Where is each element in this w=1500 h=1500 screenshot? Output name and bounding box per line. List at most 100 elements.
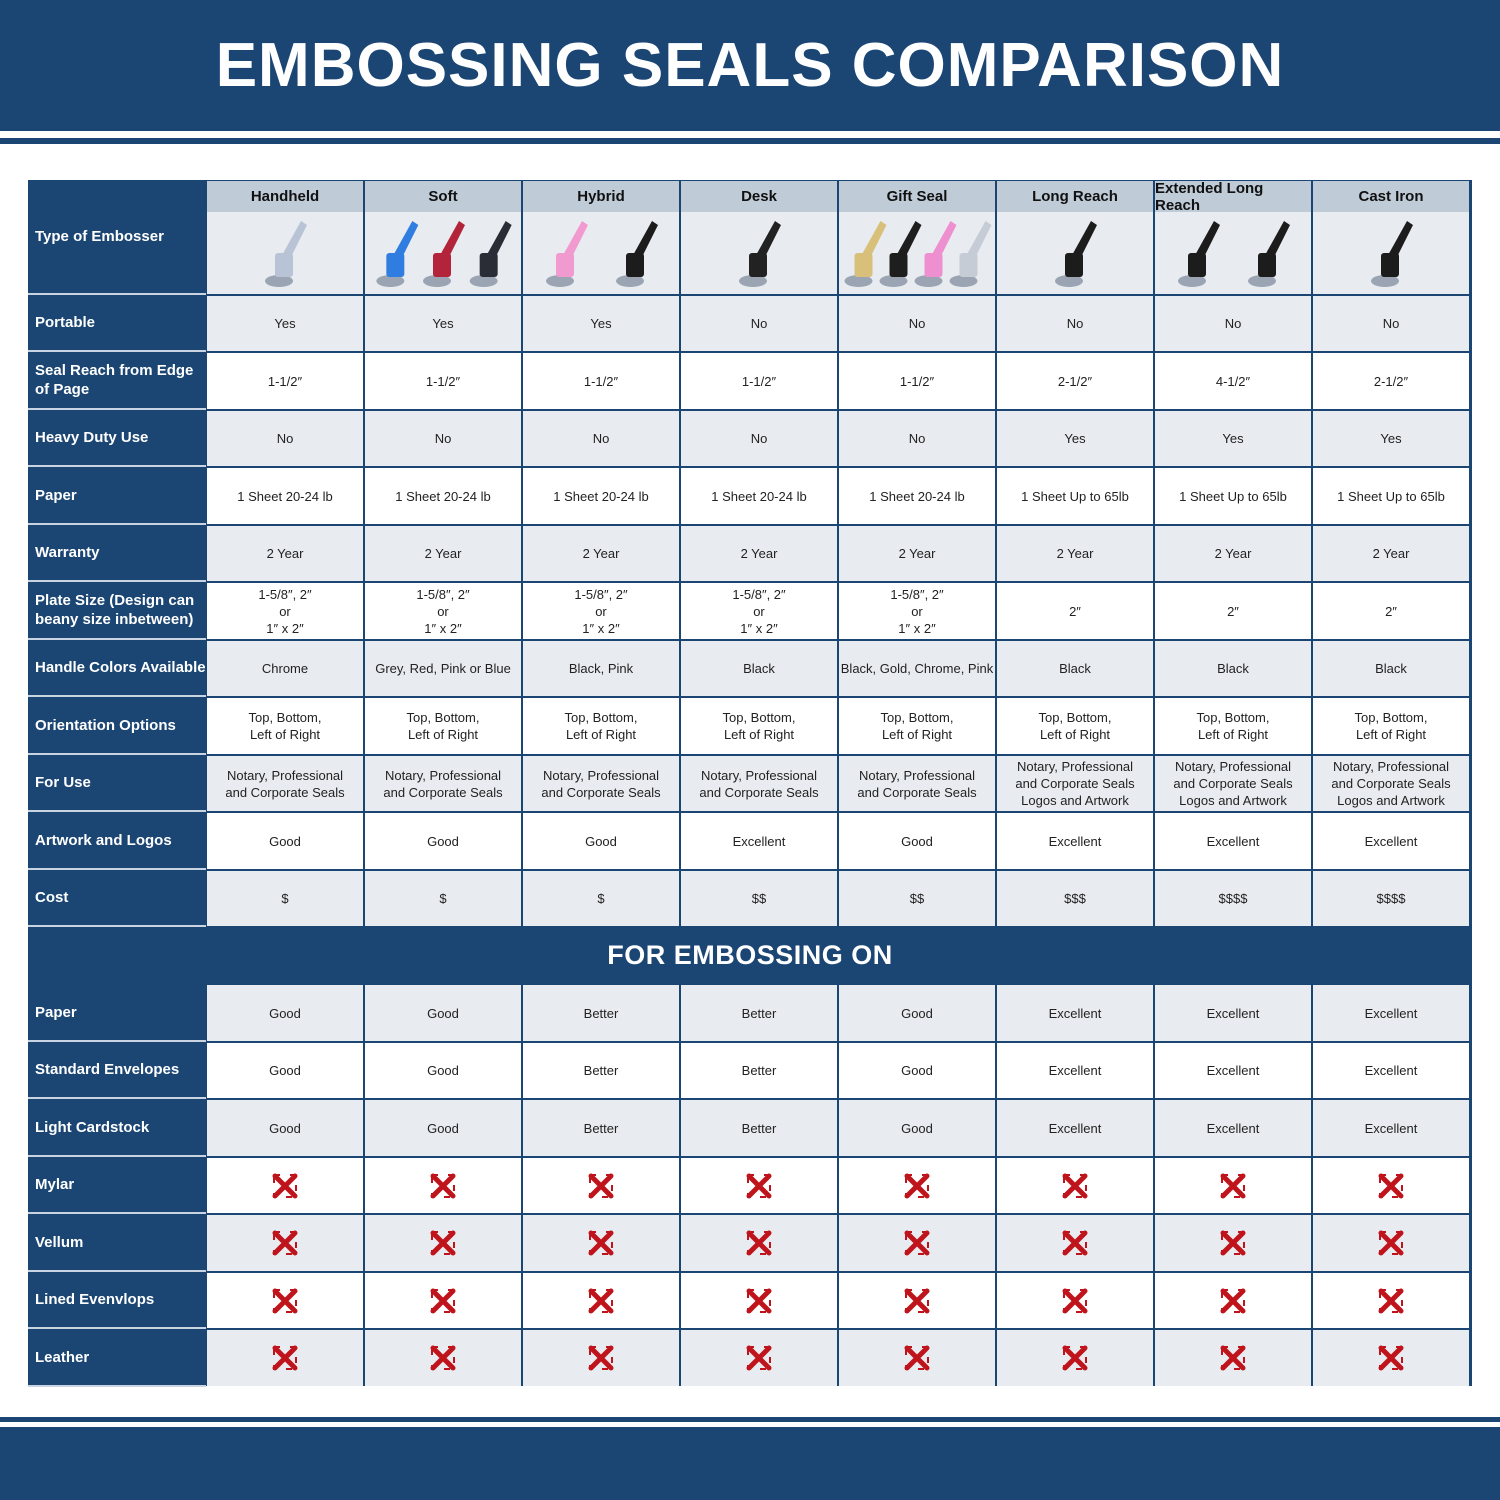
table-cell: No — [681, 411, 837, 466]
table-cell: 2 Year — [997, 526, 1153, 581]
table-cell: Black — [681, 641, 837, 696]
x-icon — [746, 1345, 772, 1371]
embosser-image — [423, 221, 465, 287]
x-icon — [1220, 1345, 1246, 1371]
table-cell: Yes — [1155, 411, 1311, 466]
column-header: Extended Long Reach — [1155, 180, 1311, 214]
table-cell: Notary, Professional and Corporate Seals — [207, 756, 363, 811]
embosser-image — [914, 221, 957, 287]
table-cell: 2 Year — [839, 526, 995, 581]
row-label: Vellum — [28, 1214, 206, 1272]
embosser-image — [879, 221, 922, 287]
table-cell: Excellent — [1155, 985, 1311, 1041]
table-cell: 1-1/2″ — [523, 353, 679, 409]
not-supported-cell — [839, 1215, 995, 1271]
table-cell: 2-1/2″ — [997, 353, 1153, 409]
embosser-image — [616, 221, 658, 287]
product-image-cell — [207, 212, 363, 294]
x-icon — [1378, 1345, 1404, 1371]
table-cell: No — [207, 411, 363, 466]
embosser-image — [1055, 221, 1097, 287]
not-supported-cell — [997, 1158, 1153, 1213]
column-header: Long Reach — [997, 181, 1153, 212]
table-cell: Better — [523, 1100, 679, 1156]
table-cell: No — [839, 411, 995, 466]
table-cell: Notary, Professional and Corporate Seals — [839, 756, 995, 811]
row-label: Lined Evenvlops — [28, 1272, 206, 1329]
table-cell: Excellent — [1313, 1043, 1469, 1098]
footer-divider — [0, 1417, 1500, 1422]
table-cell: Good — [839, 813, 995, 869]
table-cell: Notary, Professional and Corporate Seals… — [1313, 756, 1469, 811]
table-cell: Notary, Professional and Corporate Seals… — [1155, 756, 1311, 811]
x-icon — [904, 1288, 930, 1313]
table-cell: Black — [1155, 641, 1311, 696]
embosser-image — [265, 221, 307, 287]
not-supported-cell — [523, 1273, 679, 1328]
x-icon — [1378, 1288, 1404, 1313]
table-cell: Excellent — [997, 1043, 1153, 1098]
table-cell: Black, Pink — [523, 641, 679, 696]
table-cell: 1 Sheet Up to 65lb — [1155, 468, 1311, 524]
table-cell: 1-1/2″ — [365, 353, 521, 409]
table-cell: 1-1/2″ — [839, 353, 995, 409]
table-cell: Good — [365, 1043, 521, 1098]
not-supported-cell — [207, 1273, 363, 1328]
x-icon — [588, 1288, 614, 1313]
table-cell: 1 Sheet 20-24 lb — [839, 468, 995, 524]
table-cell: Notary, Professional and Corporate Seals… — [997, 756, 1153, 811]
table-cell: $ — [523, 871, 679, 926]
table-cell: 1-1/2″ — [207, 353, 363, 409]
column-header: Soft — [365, 181, 521, 212]
column-header: Desk — [681, 181, 837, 212]
table-cell: Better — [523, 1043, 679, 1098]
table-cell: 1-5/8″, 2″ or 1″ x 2″ — [365, 583, 521, 639]
table-cell: 2 Year — [681, 526, 837, 581]
x-icon — [588, 1173, 614, 1198]
table-cell: 1 Sheet Up to 65lb — [997, 468, 1153, 524]
table-cell: 2 Year — [1313, 526, 1469, 581]
not-supported-cell — [207, 1330, 363, 1386]
row-label: Cost — [28, 870, 206, 927]
table-cell: Good — [523, 813, 679, 869]
table-cell: 4-1/2″ — [1155, 353, 1311, 409]
row-label: For Use — [28, 755, 206, 812]
table-cell: Notary, Professional and Corporate Seals — [365, 756, 521, 811]
column-header: Hybrid — [523, 181, 679, 212]
x-icon — [746, 1230, 772, 1256]
x-icon — [746, 1173, 772, 1198]
row-label-type-of-embosser: Type of Embosser — [28, 180, 206, 295]
table-cell: No — [839, 296, 995, 351]
product-image-cell — [839, 212, 995, 294]
not-supported-cell — [839, 1158, 995, 1213]
table-cell: Yes — [1313, 411, 1469, 466]
table-cell: No — [681, 296, 837, 351]
table-cell: No — [1313, 296, 1469, 351]
column-header: Gift Seal — [839, 181, 995, 212]
not-supported-cell — [681, 1273, 837, 1328]
not-supported-cell — [681, 1158, 837, 1213]
table-cell: 1-5/8″, 2″ or 1″ x 2″ — [523, 583, 679, 639]
not-supported-cell — [997, 1330, 1153, 1386]
table-cell: Better — [523, 985, 679, 1041]
product-image-cell — [1155, 212, 1311, 294]
table-cell: $$$$ — [1313, 871, 1469, 926]
not-supported-cell — [365, 1330, 521, 1386]
table-cell: Excellent — [1155, 1100, 1311, 1156]
table-cell: Top, Bottom, Left of Right — [207, 698, 363, 754]
table-cell: Notary, Professional and Corporate Seals — [681, 756, 837, 811]
row-label: Paper — [28, 467, 206, 525]
row-label: Mylar — [28, 1157, 206, 1214]
embosser-image — [844, 221, 887, 287]
embosser-image — [1248, 221, 1290, 287]
table-cell: Top, Bottom, Left of Right — [523, 698, 679, 754]
not-supported-cell — [681, 1330, 837, 1386]
row-label: Handle Colors Available — [28, 640, 206, 697]
not-supported-cell — [523, 1158, 679, 1213]
table-cell: Excellent — [1313, 985, 1469, 1041]
embosser-image — [376, 221, 419, 287]
product-image-cell — [1313, 212, 1469, 294]
table-cell: Notary, Professional and Corporate Seals — [523, 756, 679, 811]
table-cell: $ — [207, 871, 363, 926]
not-supported-cell — [1313, 1158, 1469, 1213]
